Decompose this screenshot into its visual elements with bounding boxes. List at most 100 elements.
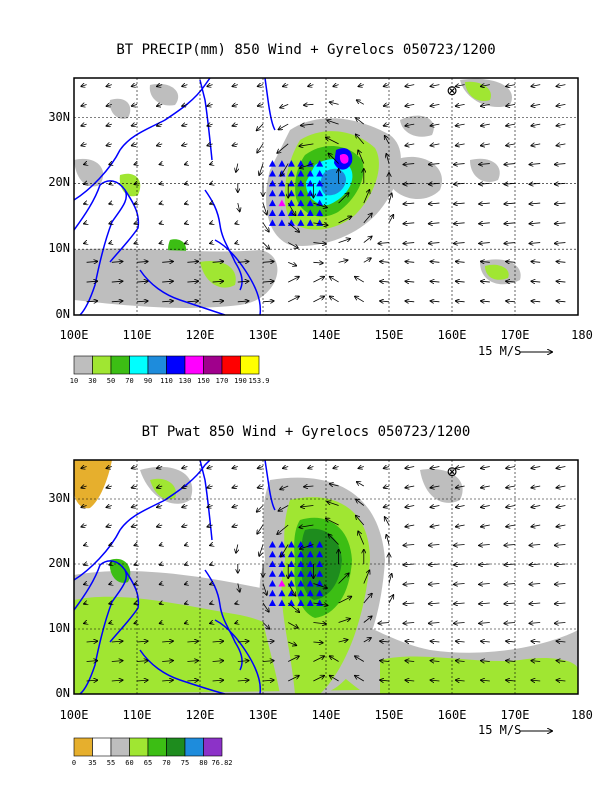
wind-vector	[328, 534, 339, 545]
wind-vector	[313, 603, 327, 605]
wind-vector	[81, 85, 87, 87]
gyre-triangle	[278, 199, 286, 207]
gyre-triangle	[287, 560, 295, 567]
wind-vector	[304, 486, 314, 487]
wind-vector	[258, 486, 264, 488]
wind-vector	[182, 525, 188, 527]
wind-vector	[454, 164, 465, 165]
wind-vector	[308, 85, 314, 87]
wind-vector	[506, 144, 516, 146]
wind-vector	[134, 603, 137, 604]
wind-vector	[506, 85, 516, 87]
wind-vector	[132, 525, 138, 527]
wind-vector	[86, 680, 98, 681]
wind-vector	[187, 281, 198, 282]
longitude-label: 140E	[311, 328, 341, 342]
wind-vector	[182, 506, 188, 508]
wind-vector	[479, 584, 490, 585]
wind-vector	[405, 301, 415, 302]
gyre-triangle	[297, 199, 305, 207]
gyre-triangle	[287, 160, 295, 167]
wind-vector	[357, 482, 365, 487]
wind-vector	[111, 641, 123, 642]
wind-vector	[301, 124, 314, 125]
longitude-label: 110E	[122, 708, 152, 722]
wind-vector	[262, 281, 274, 282]
colorbar-swatch	[73, 737, 93, 757]
latitude-label: 30N	[48, 109, 70, 124]
wind-vector	[506, 486, 516, 488]
longitude-label: 130E	[248, 708, 278, 722]
wind-vector	[355, 277, 365, 283]
wind-vector	[529, 203, 541, 204]
wind-vector	[363, 213, 372, 224]
wind-vector	[430, 661, 440, 662]
wind-vector	[210, 223, 213, 224]
wind-vector	[330, 484, 339, 486]
wind-vector	[338, 260, 348, 262]
wind-vector	[327, 502, 339, 506]
wind-vector	[338, 216, 352, 224]
colorbar-label: 10	[70, 377, 78, 385]
wind-vector	[304, 104, 314, 105]
wind-vector	[288, 242, 298, 248]
wind-vector	[187, 641, 198, 642]
wind-vector	[479, 564, 490, 565]
wind-vector	[236, 163, 238, 172]
wind-vector	[136, 661, 148, 662]
gyre-triangle	[278, 160, 286, 167]
colorbar-label: 150	[197, 377, 210, 385]
wind-vector	[378, 243, 390, 244]
wind-vector	[356, 516, 365, 526]
wind-vector	[210, 623, 213, 624]
gyre-triangle	[306, 160, 314, 167]
wind-vector	[136, 301, 148, 302]
wind-vector	[529, 545, 541, 546]
wind-vector	[237, 261, 249, 262]
wind-vector	[134, 564, 137, 565]
wind-vector	[531, 124, 541, 126]
wind-vector	[356, 499, 365, 506]
wind-vector	[262, 202, 267, 214]
wind-vector	[136, 680, 148, 681]
colorbar-label: 50	[107, 377, 115, 385]
wind-vector	[182, 124, 188, 126]
longitude-label: 170E	[500, 328, 530, 342]
wind-vector	[531, 261, 541, 262]
gyre-triangle	[278, 599, 286, 606]
wind-vector	[258, 104, 264, 106]
longitude-label: 130E	[248, 328, 278, 342]
wind-vector	[429, 623, 440, 624]
wind-vector	[238, 202, 240, 211]
gyre-triangle	[316, 550, 324, 558]
wind-vector	[328, 153, 339, 164]
gyre-triangle	[287, 189, 295, 197]
wind-vector	[185, 623, 188, 624]
wind-vector	[506, 641, 516, 642]
gyre-triangle	[268, 189, 276, 197]
colorbar-swatch	[92, 355, 112, 375]
wind-vector	[403, 584, 415, 585]
wind-vector	[358, 531, 365, 545]
wind-vector	[111, 261, 123, 262]
wind-vector	[232, 525, 238, 527]
wind-vector	[405, 641, 415, 642]
wind-vector	[185, 564, 188, 565]
wind-vector	[327, 120, 339, 125]
wind-vector	[556, 661, 566, 662]
wind-vector	[358, 150, 365, 164]
colorbar-label: 90	[144, 377, 152, 385]
wind-vector	[262, 583, 267, 595]
panel2-coastlines	[74, 460, 276, 694]
wind-vector	[283, 85, 289, 87]
wind-vector	[556, 506, 566, 508]
wind-vector	[207, 144, 213, 146]
wind-vector	[187, 261, 198, 262]
wind-vector	[403, 623, 415, 624]
wind-vector	[556, 467, 566, 469]
gyre-triangle	[297, 570, 305, 577]
colorbar-swatch	[110, 737, 130, 757]
wind-vector	[355, 656, 365, 662]
wind-vector	[403, 183, 415, 184]
